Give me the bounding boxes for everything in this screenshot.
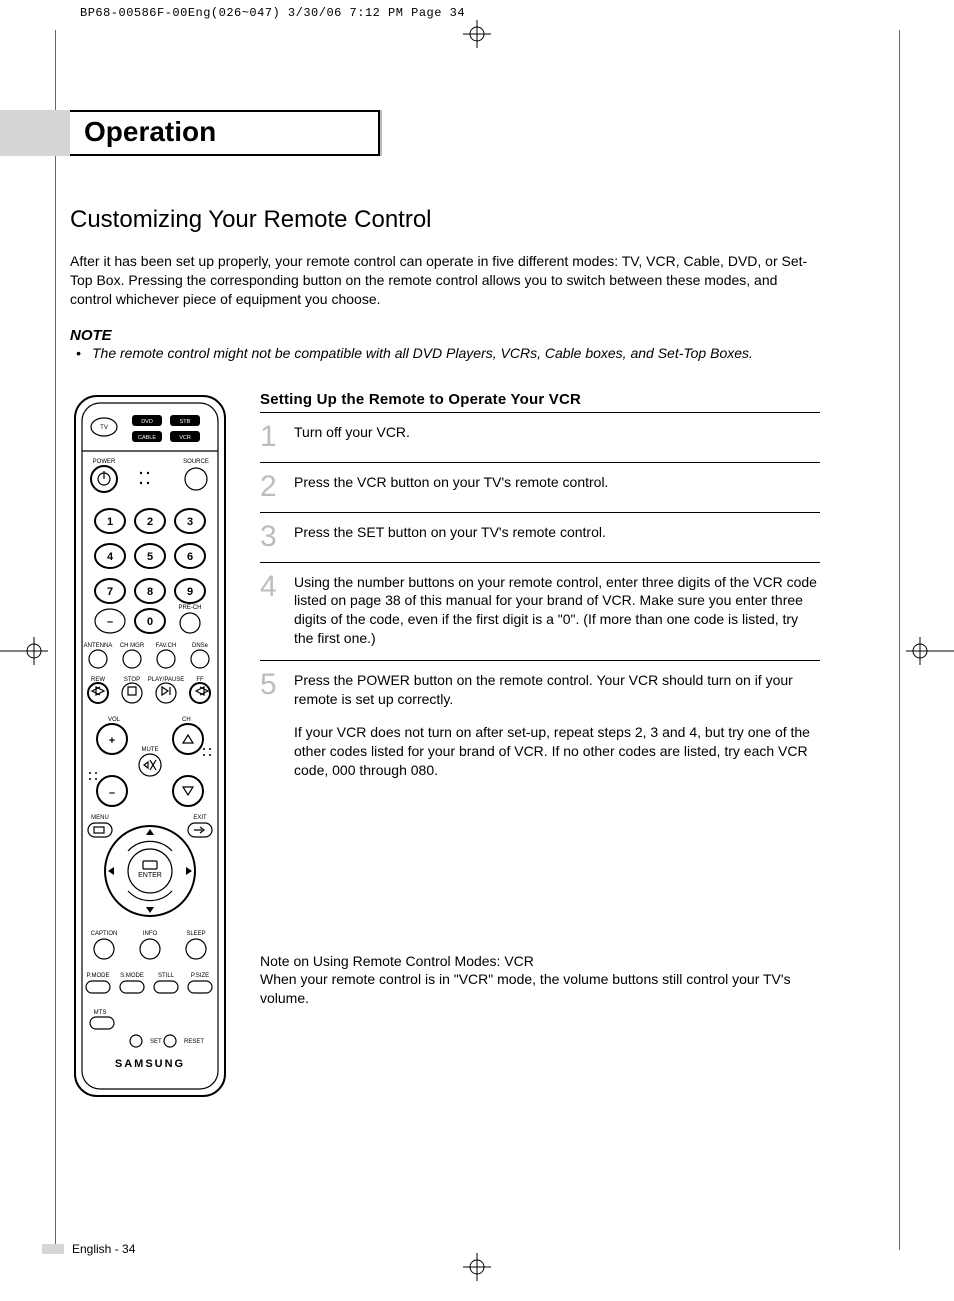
svg-text:INFO: INFO: [143, 931, 158, 937]
svg-text:SAMSUNG: SAMSUNG: [115, 1058, 185, 1070]
svg-text:P.MODE: P.MODE: [87, 973, 110, 979]
svg-text:STILL: STILL: [158, 973, 175, 979]
svg-text:9: 9: [187, 586, 193, 598]
svg-text:ANTENNA: ANTENNA: [84, 643, 113, 649]
step-text: Using the number buttons on your remote …: [294, 573, 820, 649]
svg-text:PRE-CH: PRE-CH: [178, 605, 201, 611]
remote-illustration: .ln{fill:none;stroke:#000;stroke-width:1…: [70, 391, 230, 1104]
page-number-label: English - 34: [72, 1242, 135, 1256]
note-body: The remote control might not be compatib…: [70, 344, 820, 363]
svg-text:STB: STB: [180, 419, 191, 425]
svg-text:SOURCE: SOURCE: [183, 459, 209, 465]
svg-text:CH: CH: [182, 717, 191, 723]
svg-text:VCR: VCR: [179, 435, 191, 441]
print-slug: BP68-00586F-00Eng(026~047) 3/30/06 7:12 …: [80, 6, 465, 20]
step-5: 5 Press the POWER button on the remote c…: [260, 661, 820, 791]
section-title: Customizing Your Remote Control: [70, 206, 820, 234]
svg-text:RESET: RESET: [184, 1039, 204, 1045]
svg-text:5: 5: [147, 551, 153, 563]
step-number: 5: [260, 671, 282, 779]
step-number: 4: [260, 573, 282, 649]
svg-text:SET: SET: [150, 1039, 162, 1045]
svg-text:DVD: DVD: [141, 419, 153, 425]
svg-text:PLAY/PAUSE: PLAY/PAUSE: [148, 677, 184, 683]
svg-text:CABLE: CABLE: [138, 435, 156, 441]
svg-text:EXIT: EXIT: [193, 815, 207, 821]
svg-text:CAPTION: CAPTION: [91, 931, 118, 937]
chapter-gray-tab: [0, 110, 70, 156]
step-1: 1 Turn off your VCR.: [260, 413, 820, 463]
step-number: 3: [260, 523, 282, 550]
svg-text:VOL: VOL: [108, 717, 121, 723]
step-text: Press the VCR button on your TV's remote…: [294, 473, 608, 500]
step-number: 1: [260, 423, 282, 450]
registration-mark-left: [0, 637, 48, 665]
svg-text:+: +: [109, 735, 115, 747]
svg-text:P.SIZE: P.SIZE: [191, 973, 209, 979]
note-heading: NOTE: [70, 327, 820, 344]
step-number: 2: [260, 473, 282, 500]
svg-text:CH MGR: CH MGR: [120, 643, 145, 649]
page-footer: English - 34: [70, 1242, 135, 1256]
svg-text:8: 8: [147, 586, 153, 598]
svg-text:–: –: [109, 787, 115, 799]
svg-text:TV: TV: [100, 425, 108, 431]
registration-mark-right: [906, 637, 954, 665]
intro-paragraph: After it has been set up properly, your …: [70, 252, 820, 309]
chapter-header: Operation: [0, 110, 380, 156]
mode-footnote: Note on Using Remote Control Modes: VCR …: [260, 952, 820, 1009]
svg-text:MUTE: MUTE: [142, 747, 159, 753]
svg-text:POWER: POWER: [93, 459, 116, 465]
svg-text:0: 0: [147, 616, 153, 628]
svg-text:–: –: [107, 616, 113, 628]
step-2: 2 Press the VCR button on your TV's remo…: [260, 463, 820, 513]
svg-text:1: 1: [107, 516, 113, 528]
svg-text:2: 2: [147, 516, 153, 528]
svg-text:MENU: MENU: [91, 815, 109, 821]
svg-text:S.MODE: S.MODE: [120, 973, 144, 979]
svg-text:ENTER: ENTER: [138, 872, 162, 879]
step-4: 4 Using the number buttons on your remot…: [260, 563, 820, 662]
svg-text:MTS: MTS: [94, 1010, 107, 1016]
step-text: Press the SET button on your TV's remote…: [294, 523, 606, 550]
registration-mark-bottom: [463, 1253, 491, 1281]
svg-text:4: 4: [107, 551, 114, 563]
step-text: Press the POWER button on the remote con…: [294, 671, 820, 779]
svg-text:FAV.CH: FAV.CH: [156, 643, 177, 649]
svg-text:6: 6: [187, 551, 193, 563]
svg-text:STOP: STOP: [124, 677, 140, 683]
svg-text:3: 3: [187, 516, 193, 528]
svg-text:7: 7: [107, 586, 113, 598]
step-3: 3 Press the SET button on your TV's remo…: [260, 513, 820, 563]
svg-text:DNSe: DNSe: [192, 643, 209, 649]
chapter-title: Operation: [84, 116, 364, 148]
steps-heading: Setting Up the Remote to Operate Your VC…: [260, 391, 820, 413]
step-text: Turn off your VCR.: [294, 423, 410, 450]
svg-text:SLEEP: SLEEP: [186, 931, 205, 937]
